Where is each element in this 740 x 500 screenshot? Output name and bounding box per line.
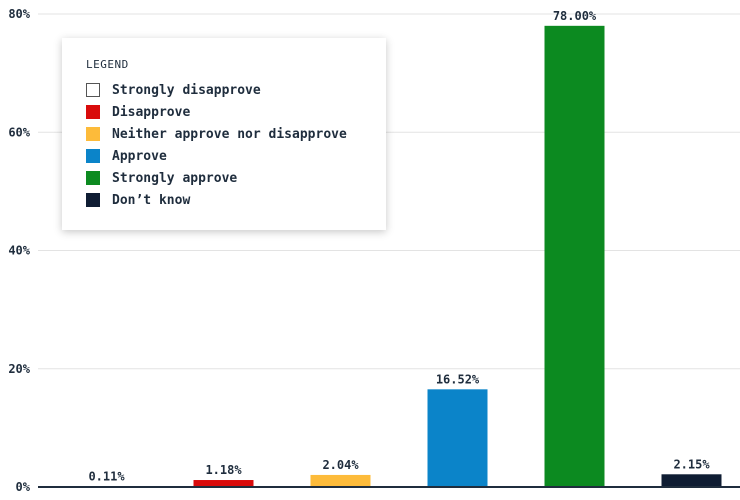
legend-items: Strongly disapprove Disapprove Neither a…	[86, 79, 386, 211]
legend-swatch	[86, 193, 100, 207]
legend-label: Approve	[112, 148, 167, 164]
legend-label: Don’t know	[112, 192, 191, 208]
legend-title: LEGEND	[86, 58, 129, 71]
bar	[661, 474, 722, 487]
y-tick-label: 60%	[8, 125, 30, 139]
y-tick-label: 80%	[8, 7, 30, 21]
legend-label: Neither approve nor disapprove	[112, 126, 347, 142]
legend-swatch	[86, 149, 100, 163]
legend-label: Strongly approve	[112, 170, 238, 186]
data-label: 16.52%	[436, 372, 480, 386]
legend-swatch	[86, 105, 100, 119]
legend-item: Neither approve nor disapprove	[86, 123, 386, 145]
legend-label: Strongly disapprove	[112, 82, 261, 98]
bar	[544, 25, 605, 487]
legend-item: Strongly approve	[86, 167, 386, 189]
legend-label: Disapprove	[112, 104, 191, 120]
bar	[427, 389, 488, 487]
legend-item: Don’t know	[86, 189, 386, 211]
legend-swatch	[86, 127, 100, 141]
legend: LEGEND Strongly disapprove Disapprove Ne…	[62, 38, 386, 230]
data-label: 1.18%	[205, 463, 242, 477]
data-label: 2.04%	[322, 458, 359, 472]
data-label: 0.11%	[88, 469, 125, 483]
y-tick-label: 0%	[16, 480, 31, 494]
legend-item: Strongly disapprove	[86, 79, 386, 101]
data-label: 2.15%	[673, 457, 710, 471]
data-label: 78.00%	[553, 9, 597, 23]
bar	[310, 474, 371, 487]
legend-item: Approve	[86, 145, 386, 167]
legend-swatch	[86, 83, 100, 97]
legend-swatch	[86, 171, 100, 185]
legend-item: Disapprove	[86, 101, 386, 123]
y-tick-label: 40%	[8, 244, 30, 258]
y-tick-label: 20%	[8, 362, 30, 376]
bar	[193, 480, 254, 487]
